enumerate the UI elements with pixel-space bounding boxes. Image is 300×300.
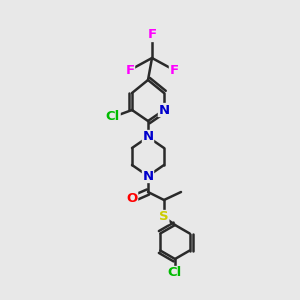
- Text: N: N: [142, 169, 154, 182]
- Text: N: N: [142, 130, 154, 143]
- Text: F: F: [125, 64, 135, 76]
- Text: Cl: Cl: [106, 110, 120, 124]
- Text: S: S: [159, 211, 169, 224]
- Text: F: F: [147, 28, 157, 41]
- Text: N: N: [158, 103, 169, 116]
- Text: F: F: [169, 64, 178, 76]
- Text: O: O: [126, 193, 138, 206]
- Text: Cl: Cl: [168, 266, 182, 280]
